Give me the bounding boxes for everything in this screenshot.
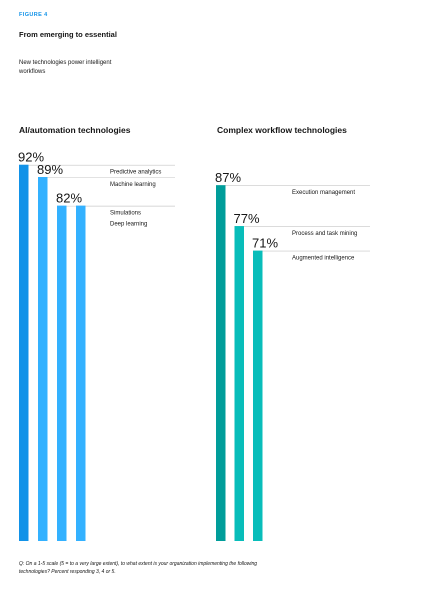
cw-bar-3 [253,250,263,542]
ai-category-label-2: Machine learning [110,182,156,188]
cw-value-label-2: 77% [234,211,260,226]
ai-bar-2 [38,176,48,542]
ai-category-label-3: Simulations [110,211,141,217]
cw-value-label-3: 71% [252,236,278,251]
ai-value-label-3: 82% [56,191,82,206]
ai-value-label-2: 89% [37,162,63,177]
footnote: Q: On a 1-5 scale (5 = to a very large e… [19,561,258,575]
page-title: From emerging to essential [19,30,117,39]
cw-category-label-1: Execution management [292,190,355,196]
ai-category-label-1: Predictive analytics [110,170,161,176]
cw-category-label-3: Augmented intelligence [292,256,355,262]
ai-value-label-1: 92% [18,150,44,165]
ai-bar-3 [57,205,67,541]
ai-bar-1 [19,164,29,541]
page-subtitle: New technologies power intelligent workf… [19,60,112,75]
cw-value-label-1: 87% [215,170,241,185]
cw-bar-1 [216,185,226,542]
ai-chart-title: AI/automation technologies [19,125,131,135]
figure-label: FIGURE 4 [19,12,48,18]
cw-category-label-2: Process and task mining [292,231,357,237]
ai-category-label-4: Deep learning [110,222,147,228]
cw-bar-2 [234,226,244,541]
workflow-chart-title: Complex workflow technologies [217,125,347,135]
ai-bar-4 [76,205,86,541]
